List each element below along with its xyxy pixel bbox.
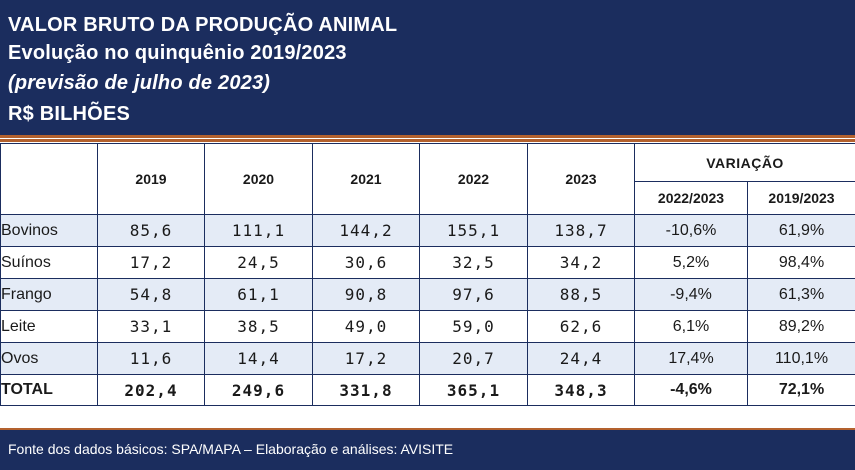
variation-subheader: 2022/2023: [634, 181, 748, 215]
value-cell: 97,6: [419, 278, 528, 311]
value-cell: 24,5: [204, 246, 313, 279]
footer-accent-rule: [0, 428, 855, 430]
accent-rule-top: [0, 135, 855, 138]
value-cell: 49,0: [312, 310, 420, 343]
value-cell: 155,1: [419, 214, 528, 247]
total-row: TOTAL 202,4 249,6 331,8 365,1 348,3 -4,6…: [0, 374, 855, 406]
year-header: 2020: [204, 143, 313, 215]
value-cell: 249,6: [204, 374, 313, 406]
title-banner: VALOR BRUTO DA PRODUÇÃO ANIMAL Evolução …: [0, 0, 855, 138]
production-table: 2019 2020 2021 2022 2023 VARIAÇÃO 2022/2…: [0, 143, 855, 406]
variation-cell: 5,2%: [634, 246, 748, 279]
value-cell: 11,6: [97, 342, 205, 375]
header-corner-cell: [0, 143, 98, 215]
variation-subheader: 2019/2023: [746, 181, 855, 215]
variation-cell: 61,3%: [746, 278, 855, 311]
value-cell: 61,1: [204, 278, 313, 311]
variation-cell: -9,4%: [634, 278, 748, 311]
value-cell: 138,7: [527, 214, 635, 247]
source-note: Fonte dos dados básicos: SPA/MAPA – Elab…: [8, 441, 454, 457]
year-header: 2021: [312, 143, 420, 215]
variation-cell: 98,4%: [746, 246, 855, 279]
value-cell: 85,6: [97, 214, 205, 247]
value-cell: 90,8: [312, 278, 420, 311]
report-subtitle: Evolução no quinquênio 2019/2023: [8, 42, 347, 64]
accent-rule-gap: [0, 138, 855, 139]
year-header: 2019: [97, 143, 205, 215]
value-cell: 17,2: [312, 342, 420, 375]
footer-banner: Fonte dos dados básicos: SPA/MAPA – Elab…: [0, 428, 855, 470]
value-cell: 32,5: [419, 246, 528, 279]
value-cell: 20,7: [419, 342, 528, 375]
value-cell: 38,5: [204, 310, 313, 343]
value-cell: 144,2: [312, 214, 420, 247]
value-cell: 59,0: [419, 310, 528, 343]
value-cell: 88,5: [527, 278, 635, 311]
value-cell: 202,4: [97, 374, 205, 406]
value-cell: 111,1: [204, 214, 313, 247]
value-cell: 348,3: [527, 374, 635, 406]
value-cell: 14,4: [204, 342, 313, 375]
variation-cell: 72,1%: [746, 374, 855, 406]
row-label: Ovos: [0, 342, 98, 375]
table-row: Ovos 11,6 14,4 17,2 20,7 24,4 17,4% 110,…: [0, 342, 855, 375]
table-row: Suínos 17,2 24,5 30,6 32,5 34,2 5,2% 98,…: [0, 246, 855, 279]
variation-cell: 61,9%: [746, 214, 855, 247]
variation-cell: 110,1%: [746, 342, 855, 375]
variation-cell: -10,6%: [634, 214, 748, 247]
value-cell: 24,4: [527, 342, 635, 375]
year-header: 2022: [419, 143, 528, 215]
value-cell: 365,1: [419, 374, 528, 406]
variation-cell: 17,4%: [634, 342, 748, 375]
report-unit: R$ BILHÕES: [8, 103, 131, 125]
row-label: Frango: [0, 278, 98, 311]
value-cell: 331,8: [312, 374, 420, 406]
value-cell: 54,8: [97, 278, 205, 311]
row-label: Suínos: [0, 246, 98, 279]
value-cell: 34,2: [527, 246, 635, 279]
value-cell: 62,6: [527, 310, 635, 343]
variation-cell: 89,2%: [746, 310, 855, 343]
value-cell: 33,1: [97, 310, 205, 343]
accent-rule-bottom: [0, 139, 855, 142]
table-header-row: 2019 2020 2021 2022 2023 VARIAÇÃO: [0, 143, 855, 215]
row-label: TOTAL: [0, 374, 98, 406]
table-row: Leite 33,1 38,5 49,0 59,0 62,6 6,1% 89,2…: [0, 310, 855, 343]
variation-cell: 6,1%: [634, 310, 748, 343]
table-row: Frango 54,8 61,1 90,8 97,6 88,5 -9,4% 61…: [0, 278, 855, 311]
value-cell: 17,2: [97, 246, 205, 279]
row-label: Bovinos: [0, 214, 98, 247]
value-cell: 30,6: [312, 246, 420, 279]
report-forecast-note: (previsão de julho de 2023): [8, 72, 271, 94]
table-row: Bovinos 85,6 111,1 144,2 155,1 138,7 -10…: [0, 214, 855, 247]
report-title: VALOR BRUTO DA PRODUÇÃO ANIMAL: [8, 14, 398, 36]
row-label: Leite: [0, 310, 98, 343]
variation-header: VARIAÇÃO: [633, 143, 855, 182]
year-header: 2023: [527, 143, 635, 215]
variation-cell: -4,6%: [634, 374, 748, 406]
